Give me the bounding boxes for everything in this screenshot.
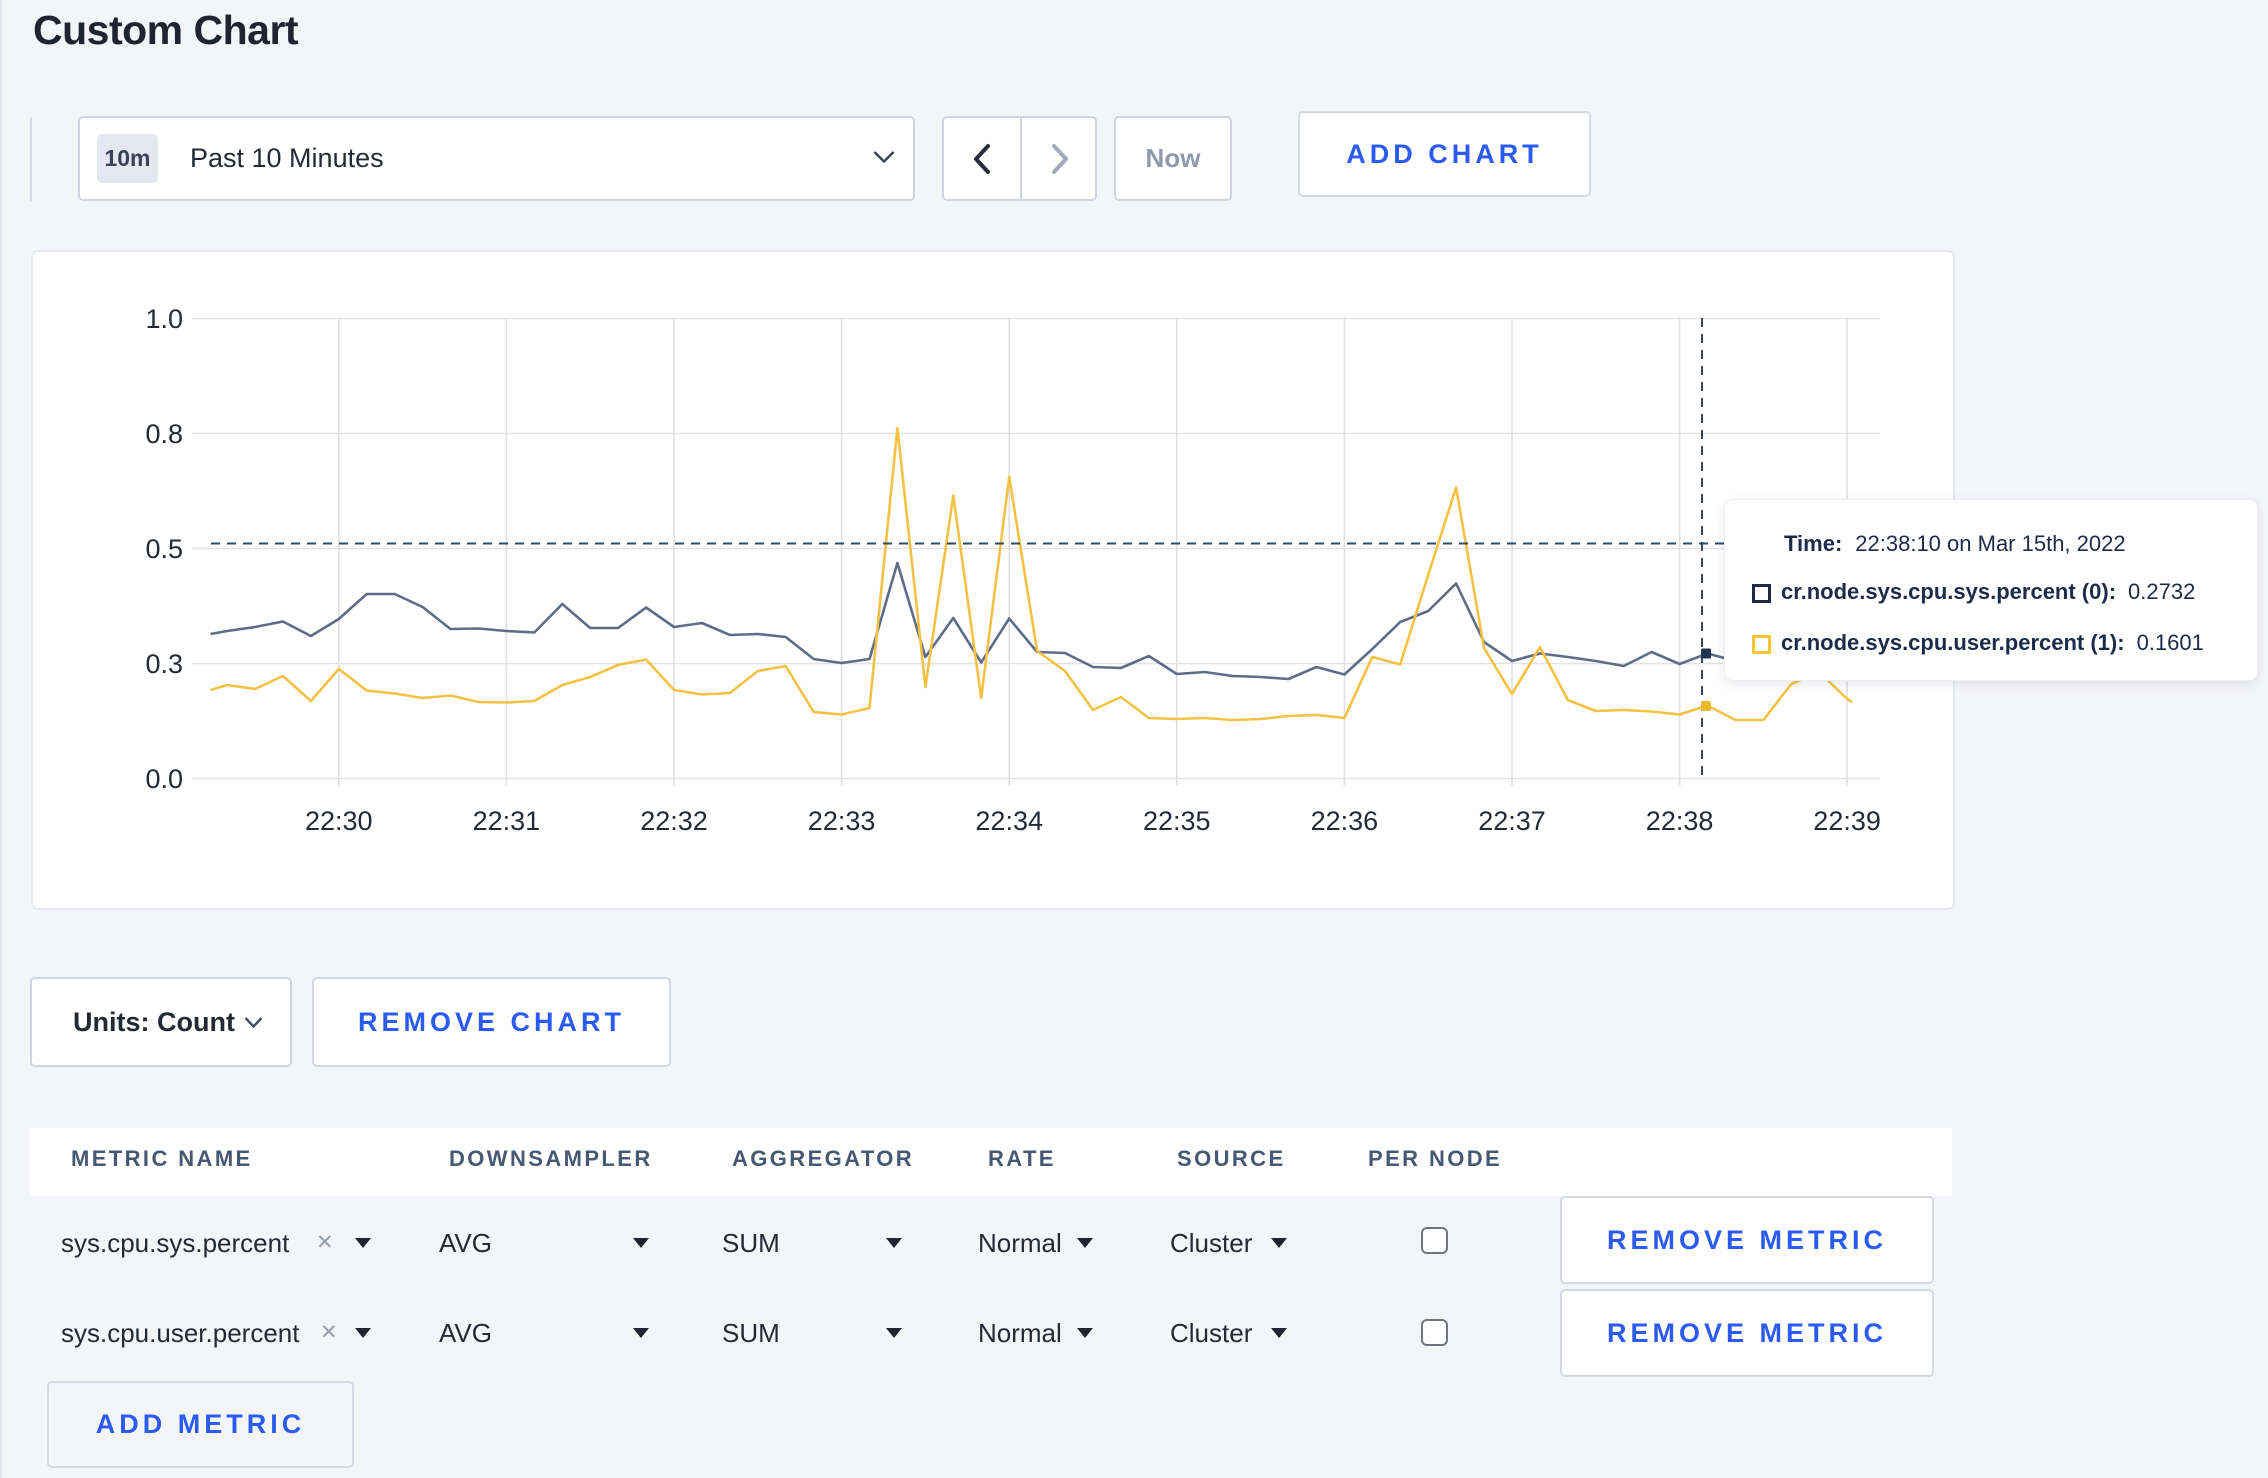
svg-text:22:34: 22:34 — [975, 806, 1043, 836]
svg-text:22:36: 22:36 — [1311, 806, 1379, 836]
svg-text:22:37: 22:37 — [1478, 806, 1546, 836]
svg-text:22:38: 22:38 — [1646, 806, 1714, 836]
svg-text:0.0: 0.0 — [145, 764, 183, 794]
svg-text:22:33: 22:33 — [808, 806, 876, 836]
svg-text:0.5: 0.5 — [145, 534, 183, 564]
svg-text:22:32: 22:32 — [640, 806, 708, 836]
svg-text:22:30: 22:30 — [305, 806, 373, 836]
svg-text:22:39: 22:39 — [1813, 806, 1881, 836]
svg-text:0.8: 0.8 — [145, 419, 183, 449]
svg-text:1.0: 1.0 — [145, 304, 183, 334]
svg-text:22:35: 22:35 — [1143, 806, 1211, 836]
svg-text:0.3: 0.3 — [145, 649, 183, 679]
svg-text:22:31: 22:31 — [473, 806, 541, 836]
